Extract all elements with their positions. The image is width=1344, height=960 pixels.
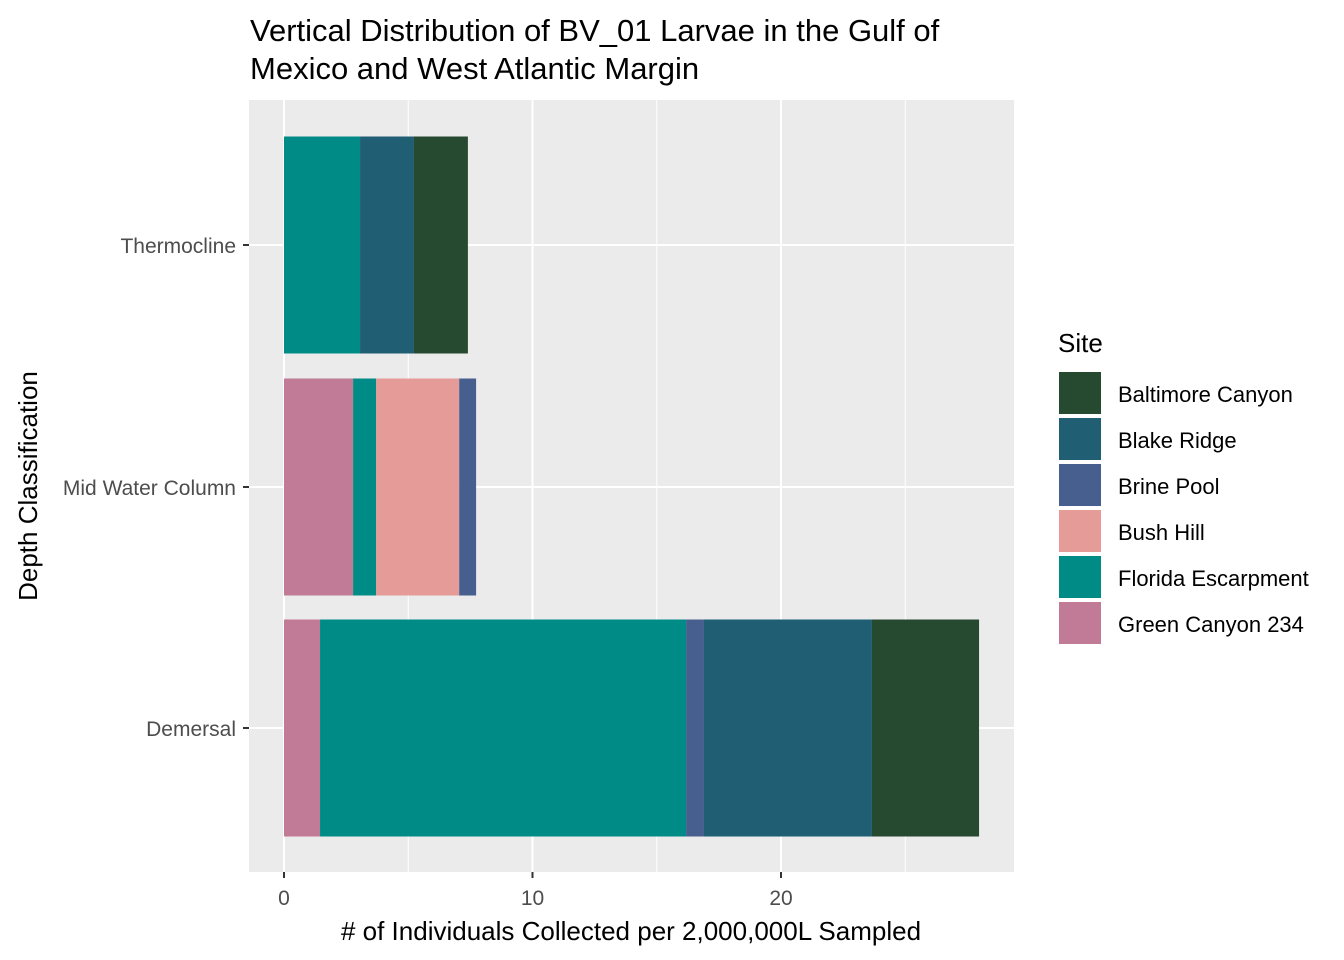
legend-label: Green Canyon 234 (1118, 612, 1304, 637)
bar-segment (360, 136, 414, 354)
bar-segment (284, 619, 321, 837)
legend-swatch (1059, 372, 1101, 414)
legend-label: Brine Pool (1118, 474, 1220, 499)
chart-title-line-1: Vertical Distribution of BV_01 Larvae in… (250, 13, 940, 48)
y-axis-label: Depth Classification (13, 371, 43, 601)
legend-swatch (1059, 556, 1101, 598)
legend-swatch (1059, 602, 1101, 644)
bar-segment (284, 136, 361, 354)
legend-swatch (1059, 418, 1101, 460)
bar-segment (413, 136, 468, 354)
legend-swatch (1059, 464, 1101, 506)
x-tick-label: 20 (769, 887, 792, 910)
x-axis-label: # of Individuals Collected per 2,000,000… (341, 916, 921, 946)
legend-label: Baltimore Canyon (1118, 382, 1293, 407)
legend-label: Blake Ridge (1118, 428, 1237, 453)
bar-segment (353, 378, 377, 596)
legend-label: Florida Escarpment (1118, 566, 1309, 591)
bar-segment (459, 378, 477, 596)
x-tick-label: 0 (278, 887, 290, 910)
y-tick-label: Demersal (146, 718, 236, 741)
bar-segment (284, 378, 354, 596)
legend-swatch (1059, 510, 1101, 552)
y-tick-label: Thermocline (120, 235, 236, 258)
bar-segment (871, 619, 980, 837)
bar-segment (703, 619, 872, 837)
legend-title: Site (1058, 328, 1103, 358)
legend-label: Bush Hill (1118, 520, 1205, 545)
bar-segment (320, 619, 687, 837)
bar-segment (376, 378, 460, 596)
x-tick-label: 10 (521, 887, 544, 910)
y-tick-label: Mid Water Column (63, 477, 236, 500)
bar-segment (686, 619, 704, 837)
chart-title-line-2: Mexico and West Atlantic Margin (250, 51, 699, 86)
